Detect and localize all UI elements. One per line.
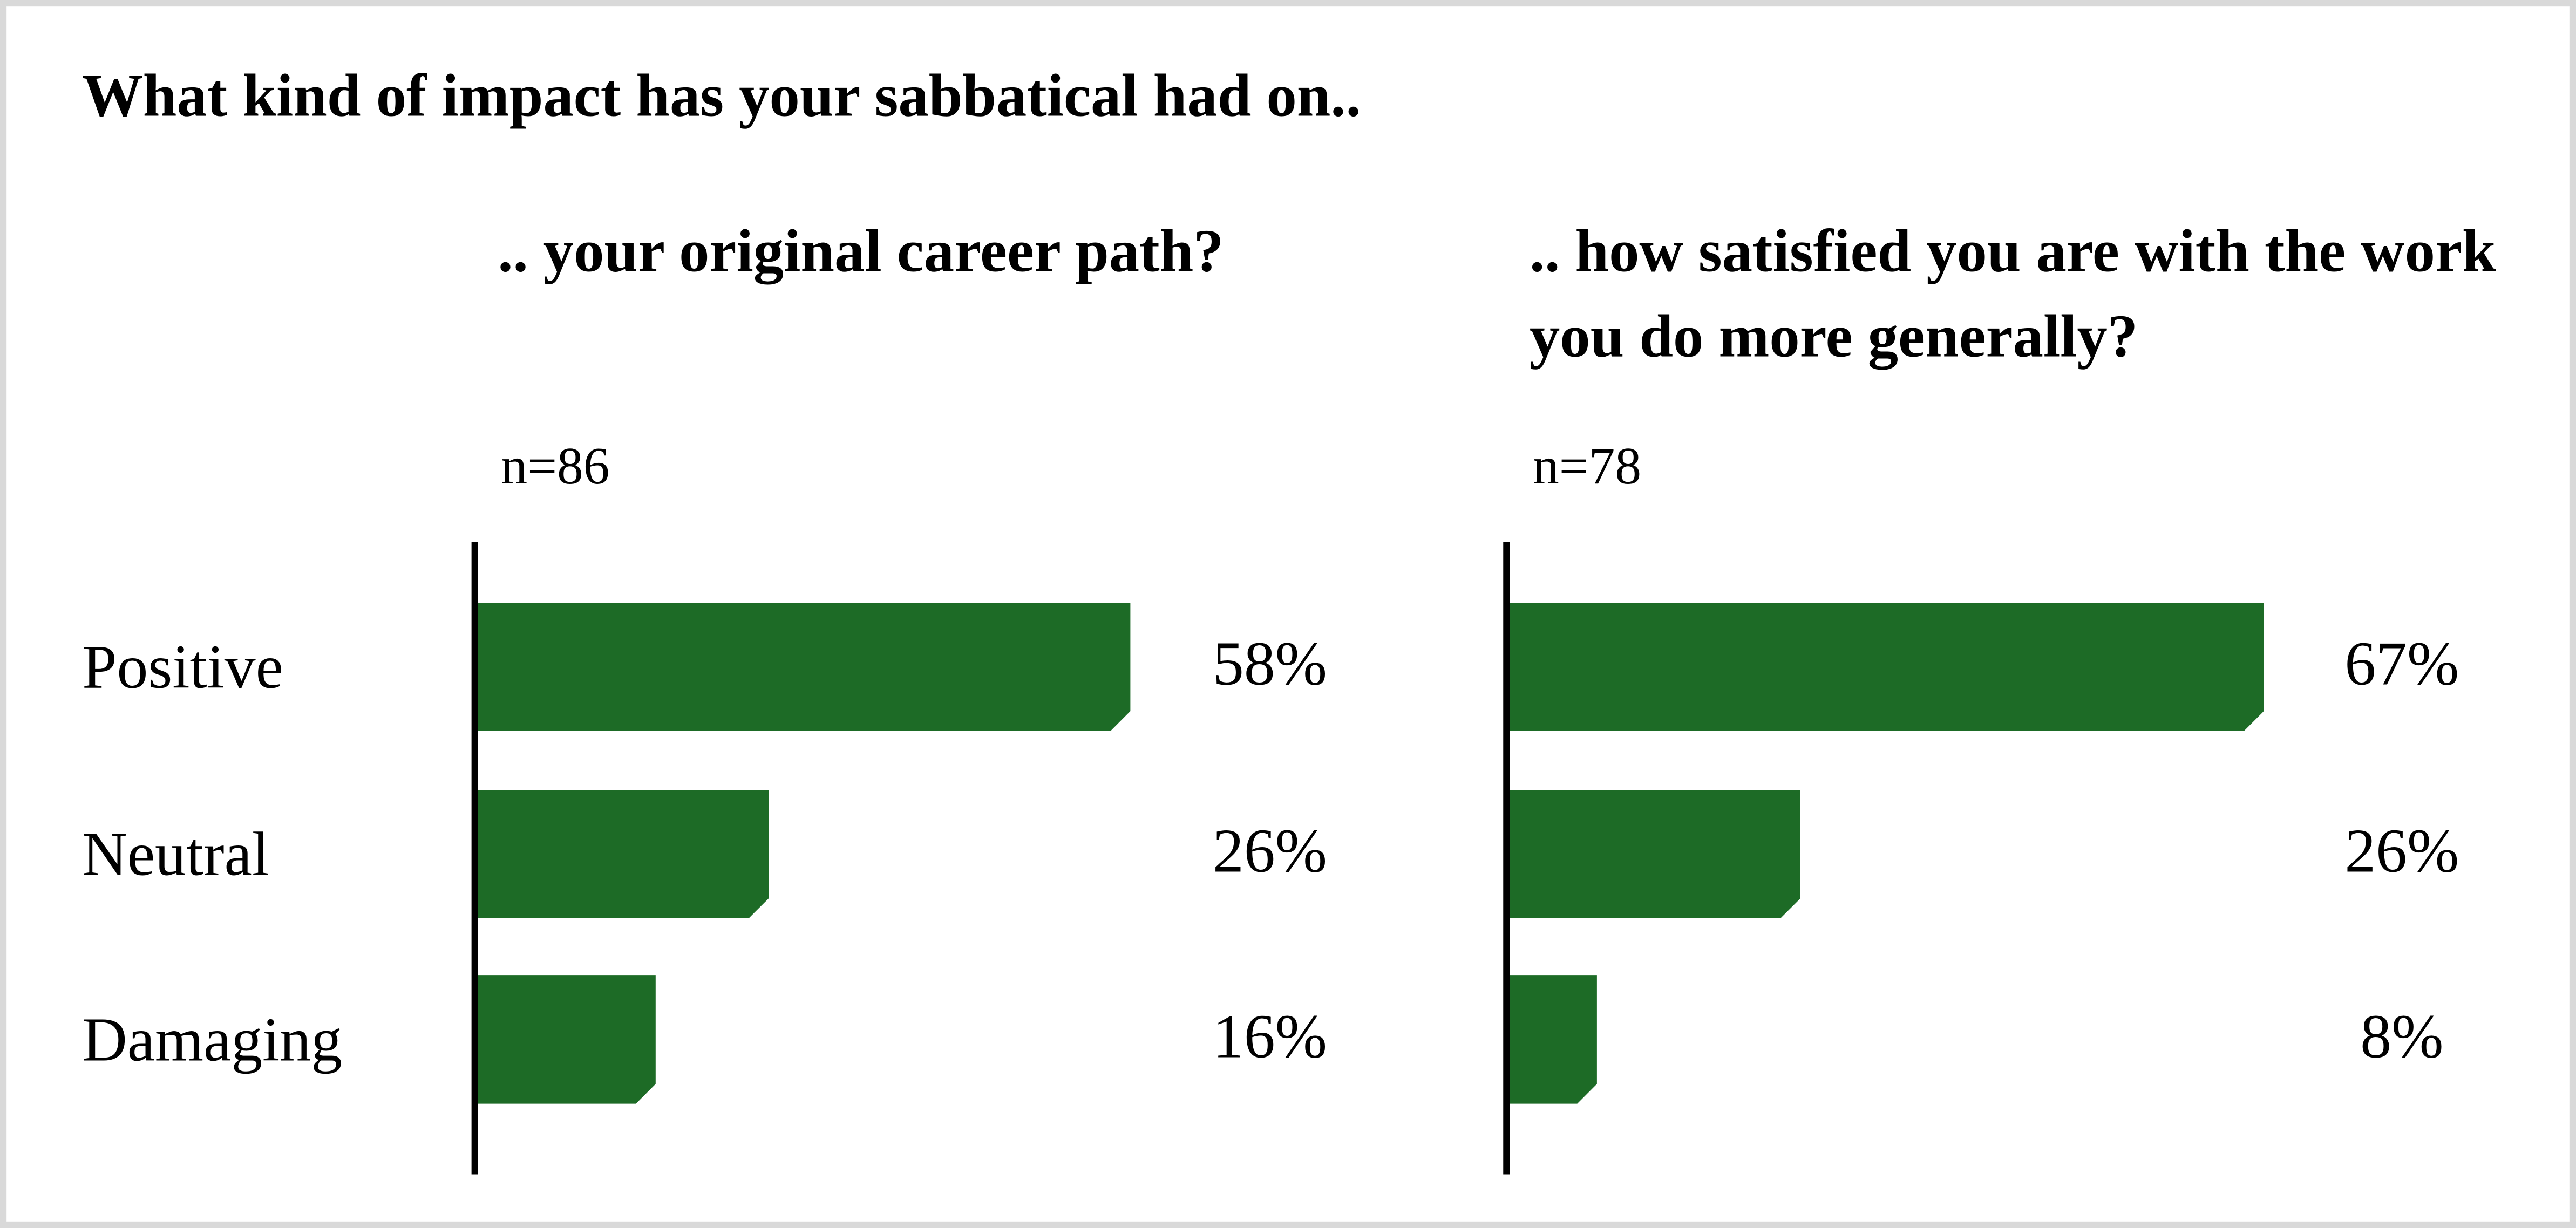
category-label: Damaging — [82, 1006, 342, 1075]
panel-title: .. how satisfied you are with the work y… — [1529, 218, 2496, 371]
category-label: Positive — [82, 633, 283, 702]
bar — [474, 603, 1131, 731]
bar — [1506, 790, 1800, 918]
bar — [474, 790, 769, 918]
bar — [1506, 975, 1597, 1104]
panel-title-box: .. how satisfied you are with the work y… — [1529, 218, 2496, 371]
page-title: What kind of impact has your sabbatical … — [82, 63, 1361, 129]
sample-size: n=78 — [1533, 437, 1641, 495]
category-label: Neutral — [82, 820, 269, 889]
bar — [1506, 603, 2264, 731]
value-label: 67% — [2344, 629, 2459, 698]
value-label: 26% — [1213, 817, 1327, 886]
value-label: 26% — [2344, 817, 2459, 886]
sample-size: n=86 — [501, 437, 609, 495]
value-label: 58% — [1213, 629, 1327, 698]
panel-title-box: .. your original career path? — [498, 218, 1224, 286]
value-label: 8% — [2360, 1002, 2443, 1071]
panel-title: .. your original career path? — [498, 218, 1224, 286]
value-label: 16% — [1213, 1002, 1327, 1071]
bar — [474, 975, 656, 1104]
